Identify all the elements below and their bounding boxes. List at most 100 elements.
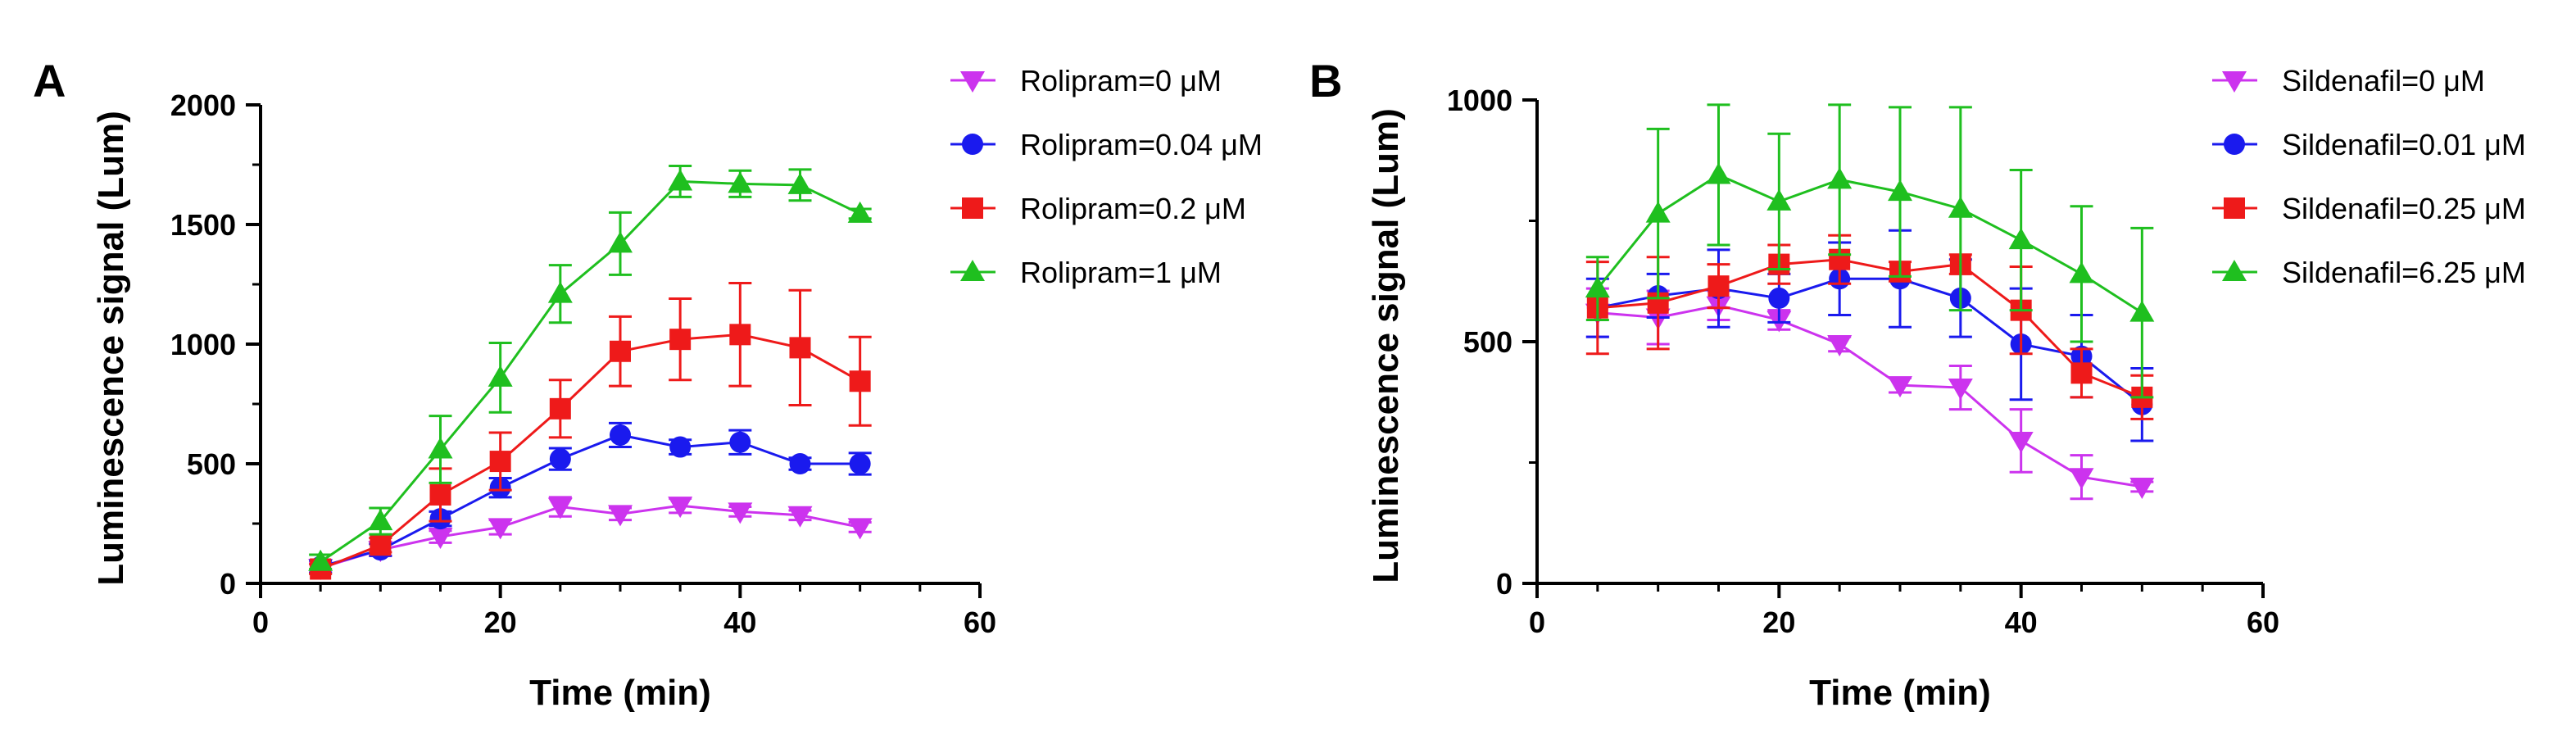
data-point <box>488 518 513 540</box>
data-point <box>370 534 392 556</box>
data-point <box>2129 478 2155 499</box>
data-point <box>789 337 811 359</box>
data-point <box>547 281 573 303</box>
y-tick-label: 500 <box>1463 325 1512 359</box>
y-tick-label: 0 <box>220 567 236 601</box>
legend-marker <box>962 197 983 219</box>
data-point <box>549 448 571 470</box>
data-point <box>787 506 813 528</box>
legend-label: Sildenafil=0.25 μM <box>2282 192 2526 225</box>
data-point <box>547 497 573 519</box>
data-point <box>2129 300 2155 322</box>
legend-label: Rolipram=0.2 μM <box>1020 192 1246 225</box>
x-tick-label: 0 <box>1529 606 1545 639</box>
series-line <box>1597 277 2143 406</box>
y-tick-label: 500 <box>187 447 236 481</box>
data-point <box>1888 179 1912 202</box>
data-point <box>668 497 693 519</box>
legend-marker <box>2224 197 2245 219</box>
data-point <box>728 171 753 193</box>
data-point <box>1706 162 1731 184</box>
series-line <box>1597 258 2143 399</box>
data-point <box>308 549 333 571</box>
data-point <box>787 172 813 194</box>
series-4 <box>308 164 873 571</box>
legend-label: Rolipram=1 μM <box>1020 256 1222 289</box>
data-point <box>1645 201 1671 223</box>
legend-label: Rolipram=0.04 μM <box>1020 128 1263 161</box>
data-point <box>1948 379 1973 401</box>
legend-label: Sildenafil=0.01 μM <box>2282 128 2526 161</box>
legend-label: Sildenafil=6.25 μM <box>2282 256 2526 289</box>
data-point <box>1585 276 1610 298</box>
x-axis-title: Time (min) <box>529 673 711 713</box>
data-point <box>668 169 693 191</box>
y-tick-label: 1000 <box>1447 84 1512 117</box>
data-point <box>549 397 571 420</box>
data-point <box>489 451 511 473</box>
data-point <box>428 528 453 550</box>
data-point <box>2008 228 2034 250</box>
series-line <box>1596 173 2143 314</box>
legend-marker <box>962 134 983 155</box>
x-tick-label: 60 <box>2247 606 2279 639</box>
legend-marker <box>2224 134 2245 155</box>
y-tick-label: 0 <box>1496 567 1512 601</box>
series-line <box>320 433 860 569</box>
y-tick-label: 1000 <box>170 328 236 361</box>
x-axis-title: Time (min) <box>1809 673 1991 713</box>
y-tick-label: 1500 <box>170 208 236 242</box>
y-axis-title: Luminescence signal (Lum) <box>1366 108 1406 583</box>
legend: Sildenafil=0 μM Sildenafil=0.01 μM Sildena… <box>2212 64 2526 289</box>
panel-b: B 0 500 1000 0 20 40 60 Time (min) Luminescence s… <box>1309 55 2526 713</box>
x-tick-label: 20 <box>1762 606 1795 639</box>
data-point <box>847 201 873 223</box>
data-point <box>429 483 451 506</box>
data-point <box>1888 376 1912 398</box>
data-point <box>789 453 811 474</box>
x-tick-label: 40 <box>2005 606 2038 639</box>
series-line <box>320 179 861 563</box>
data-point <box>669 329 692 351</box>
legend-marker <box>960 260 985 281</box>
x-tick-label: 60 <box>964 606 996 639</box>
legend-marker <box>960 71 985 93</box>
legend-marker <box>2222 260 2247 281</box>
data-point <box>847 518 873 540</box>
series-4 <box>1585 103 2155 399</box>
data-point <box>2069 261 2094 284</box>
data-point <box>608 231 633 253</box>
legend: Rolipram=0 μM Rolipram=0.04 μM Rolipram=0.… <box>950 64 1263 289</box>
data-point <box>669 436 692 458</box>
series-line <box>320 504 860 569</box>
data-point <box>1708 275 1730 297</box>
series-line <box>320 333 861 570</box>
data-point <box>610 340 631 362</box>
x-tick-label: 0 <box>252 606 269 639</box>
data-point <box>729 431 751 453</box>
series-line <box>1597 304 2143 488</box>
x-tick-label: 20 <box>484 606 517 639</box>
data-point <box>608 505 633 527</box>
data-point <box>1766 188 1792 211</box>
data-point <box>1948 196 1973 218</box>
y-axis-title: Luminescence signal (Lum) <box>91 111 131 585</box>
x-tick-label: 40 <box>723 606 756 639</box>
data-point <box>428 437 453 459</box>
data-point <box>2070 362 2093 384</box>
data-point <box>488 365 513 387</box>
data-point <box>849 370 871 392</box>
panel-letter: A <box>33 55 66 107</box>
legend-label: Rolipram=0 μM <box>1020 64 1222 98</box>
data-point <box>849 453 871 474</box>
legend-label: Sildenafil=0 μM <box>2282 64 2485 98</box>
panel-letter: B <box>1309 55 1342 107</box>
data-point <box>1827 334 1853 356</box>
legend-marker <box>2222 71 2247 93</box>
data-point <box>368 509 393 531</box>
data-point <box>728 502 753 524</box>
data-point <box>729 324 751 346</box>
y-tick-label: 2000 <box>170 88 236 122</box>
